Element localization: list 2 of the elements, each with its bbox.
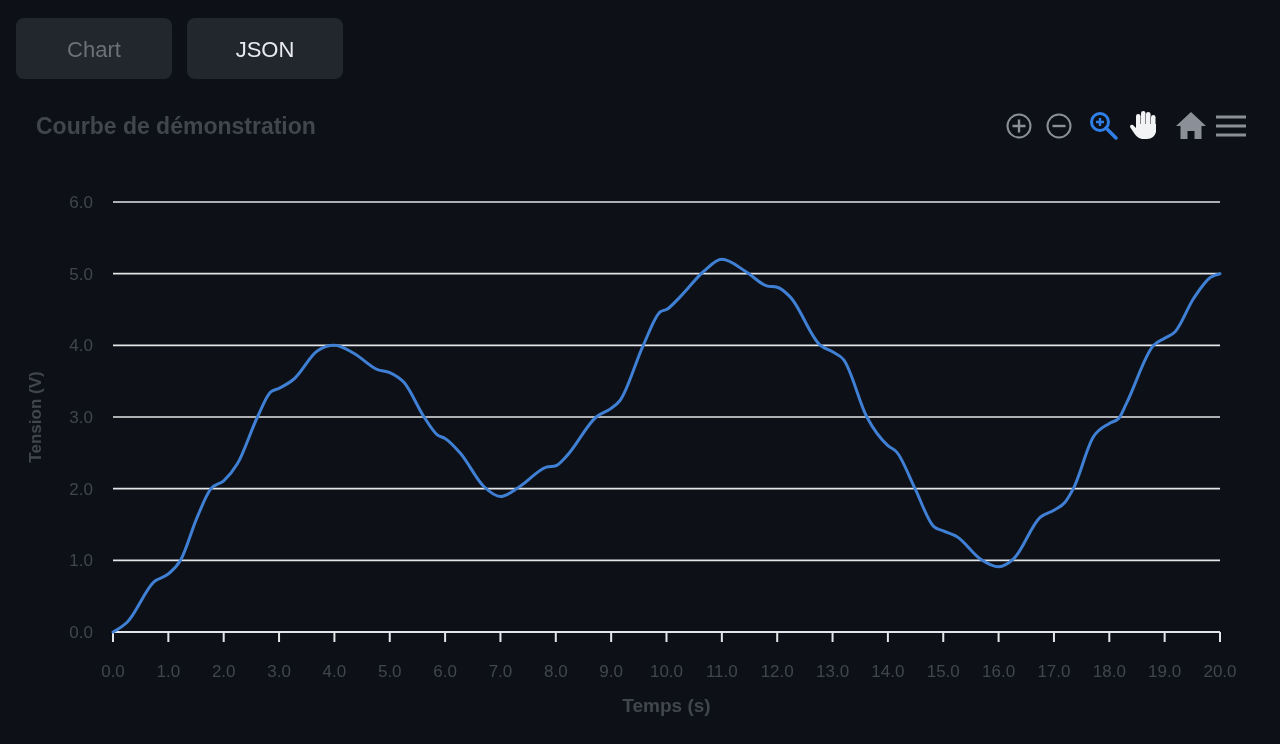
text: JSON (235, 37, 295, 62)
text: Chart (67, 37, 121, 62)
